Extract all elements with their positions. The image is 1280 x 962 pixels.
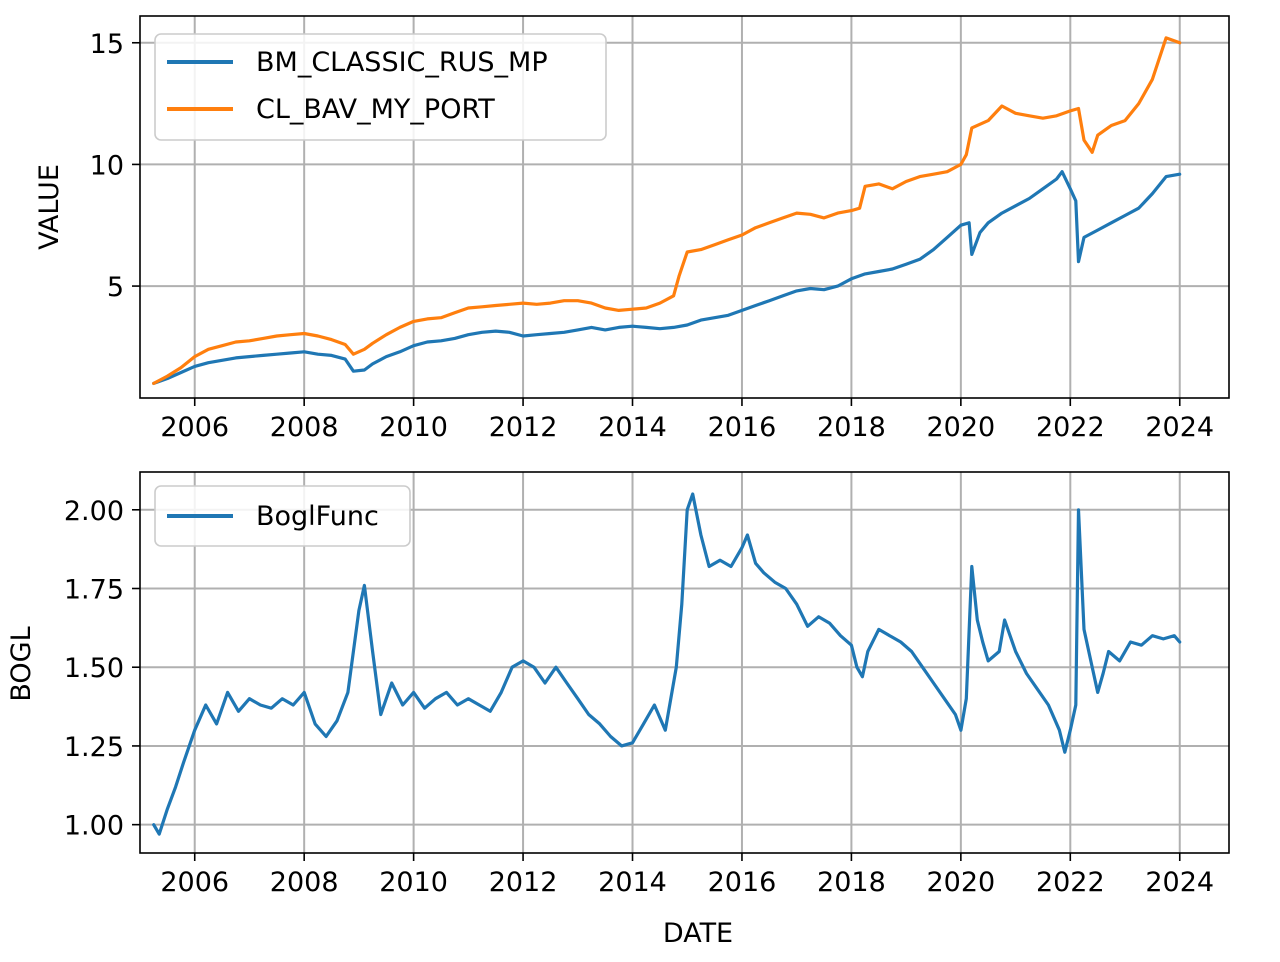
legend-label-cl-bav-my-port: CL_BAV_MY_PORT: [256, 94, 495, 125]
bogl-x-tick-label: 2010: [379, 867, 448, 898]
value-legend-box: [154, 33, 607, 141]
bogl-x-tick-label: 2020: [926, 867, 995, 898]
series-line-boglfunc: [152, 492, 1182, 836]
value-ticks: 2006 2008 2010 2012 2014 2016 2018 2020 2022 2024…: [90, 29, 1214, 443]
bogl-y-tick-label: 1.00: [64, 811, 124, 842]
value-subplot: 2006 2008 2010 2012 2014 2016 2018 2020 2022 2024…: [34, 15, 1230, 443]
bogl-x-tick-label: 2006: [160, 867, 229, 898]
value-x-tick-label: 2008: [270, 412, 339, 443]
bogl-x-tick-label: 2024: [1145, 867, 1214, 898]
value-x-tick-label: 2016: [708, 412, 777, 443]
value-y-tick-label: 10: [90, 150, 124, 181]
value-y-axis-label: VALUE: [34, 164, 65, 250]
bogl-x-tick-label: 2014: [598, 867, 667, 898]
bogl-y-tick-label: 1.25: [64, 732, 124, 763]
value-y-tick-label: 15: [90, 29, 124, 60]
bogl-x-tick-label: 2022: [1036, 867, 1105, 898]
value-x-tick-label: 2006: [160, 412, 229, 443]
value-x-tick-label: 2024: [1145, 412, 1214, 443]
legend-label-boglfunc: BoglFunc: [256, 501, 379, 532]
bogl-subplot: 2006 2008 2010 2012 2014 2016 2018 2020 2022 2024…: [6, 471, 1230, 949]
bogl-x-tick-label: 2016: [708, 867, 777, 898]
bogl-x-axis-label: DATE: [663, 918, 733, 949]
value-y-tick-label: 5: [107, 272, 124, 303]
legend-label-bm-classic-rus-mp: BM_CLASSIC_RUS_MP: [256, 47, 548, 78]
value-x-tick-label: 2010: [379, 412, 448, 443]
value-series-group: [152, 36, 1182, 385]
bogl-legend-box: [154, 485, 411, 547]
bogl-x-tick-label: 2018: [817, 867, 886, 898]
value-x-tick-label: 2022: [1036, 412, 1105, 443]
bogl-series-group: [152, 492, 1182, 836]
value-plot-frame: [139, 15, 1230, 399]
value-legend: BM_CLASSIC_RUS_MP CL_BAV_MY_PORT: [154, 33, 607, 141]
bogl-y-tick-label: 2.00: [64, 496, 124, 527]
value-x-tick-label: 2020: [926, 412, 995, 443]
bogl-ticks: 2006 2008 2010 2012 2014 2016 2018 2020 2022 2024…: [64, 496, 1214, 898]
bogl-legend: BoglFunc: [154, 485, 411, 547]
series-line-cl-bav-my-port: [152, 36, 1182, 385]
series-line-bm-classic-rus-mp: [152, 170, 1182, 385]
value-x-tick-label: 2018: [817, 412, 886, 443]
value-x-tick-label: 2012: [489, 412, 558, 443]
value-x-tick-label: 2014: [598, 412, 667, 443]
bogl-y-axis-label: BOGL: [6, 626, 37, 701]
bogl-y-tick-label: 1.50: [64, 653, 124, 684]
bogl-x-tick-label: 2008: [270, 867, 339, 898]
bogl-x-tick-label: 2012: [489, 867, 558, 898]
bogl-y-tick-label: 1.75: [64, 575, 124, 606]
bogl-plot-frame: [139, 471, 1230, 854]
